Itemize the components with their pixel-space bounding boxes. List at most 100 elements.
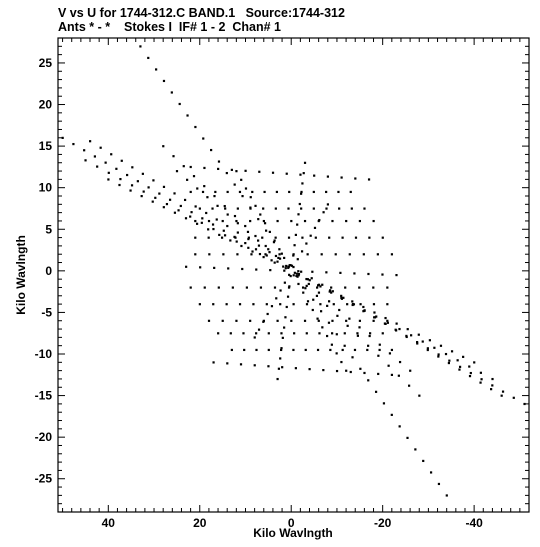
uv-point	[340, 360, 343, 364]
uv-point	[233, 214, 237, 218]
uv-point	[345, 319, 348, 322]
uv-point	[334, 253, 337, 256]
uv-point	[280, 347, 283, 350]
uv-point	[479, 371, 482, 374]
uv-point	[319, 285, 322, 288]
uv-point	[265, 254, 268, 257]
uv-point	[286, 295, 290, 298]
uv-point	[306, 300, 310, 303]
uv-point	[301, 286, 305, 289]
uv-point	[258, 170, 261, 173]
uv-point	[318, 218, 321, 222]
uv-point	[331, 332, 334, 335]
uv-point	[236, 253, 239, 256]
uv-point	[300, 270, 303, 273]
uv-point	[354, 177, 357, 180]
uv-point	[468, 375, 472, 378]
uv-point	[207, 228, 210, 231]
uv-point	[165, 202, 169, 206]
uv-point	[289, 264, 292, 267]
uv-point	[311, 308, 314, 312]
uv-point	[107, 178, 110, 181]
uv-point	[312, 298, 315, 301]
uv-point	[349, 190, 352, 194]
x-tick-label: 40	[102, 516, 116, 530]
uv-point	[221, 219, 224, 223]
uv-point	[398, 425, 401, 428]
uv-point	[302, 172, 305, 175]
uv-point	[223, 204, 226, 208]
uv-point	[295, 272, 298, 275]
uv-point	[220, 236, 224, 239]
uv-point	[201, 217, 204, 220]
uv-point	[274, 207, 277, 210]
uv-point	[366, 348, 369, 352]
uv-point	[280, 348, 283, 352]
uv-point	[327, 300, 331, 303]
uv-point	[267, 332, 270, 335]
uv-point	[107, 171, 110, 174]
uv-point	[261, 236, 264, 239]
uv-point	[374, 390, 378, 393]
uv-point	[207, 236, 210, 239]
uv-point	[293, 244, 296, 247]
uv-point	[276, 377, 279, 381]
uv-point	[270, 259, 273, 262]
uv-point	[351, 356, 354, 359]
uv-point	[249, 207, 252, 210]
uv-point	[238, 190, 242, 194]
uv-point	[280, 252, 283, 255]
uv-point	[297, 272, 301, 276]
uv-point	[287, 286, 291, 289]
uv-point	[341, 348, 344, 352]
uv-point	[130, 184, 134, 187]
uv-point	[244, 241, 247, 245]
uv-point	[450, 350, 454, 353]
uv-point	[152, 179, 155, 182]
uv-point	[362, 305, 365, 309]
uv-point	[339, 271, 342, 274]
uv-point	[236, 207, 239, 210]
uv-point	[142, 190, 145, 193]
uv-point	[202, 137, 205, 140]
uv-point	[200, 221, 203, 224]
uv-point	[417, 333, 420, 336]
uv-point	[346, 303, 349, 306]
uv-point	[386, 321, 389, 324]
uv-point	[308, 368, 311, 371]
uv-point	[189, 215, 192, 218]
uv-point	[395, 274, 398, 277]
uv-point	[376, 253, 379, 256]
uv-point	[272, 241, 276, 244]
uv-point	[251, 190, 254, 194]
uv-point	[381, 332, 384, 335]
uv-point	[353, 348, 357, 352]
uv-point	[162, 206, 165, 209]
uv-point	[194, 219, 197, 223]
uv-point	[214, 190, 217, 194]
uv-point	[278, 248, 281, 251]
uv-point	[491, 384, 494, 387]
uv-point	[297, 270, 300, 273]
uv-point	[490, 388, 493, 391]
uv-point	[305, 277, 308, 281]
uv-point	[287, 207, 290, 210]
uv-point	[110, 153, 113, 156]
uv-point	[162, 145, 165, 148]
uv-point	[262, 255, 265, 259]
uv-point	[259, 213, 262, 216]
uv-point	[479, 381, 482, 384]
uv-point	[276, 319, 279, 322]
uv-point	[331, 290, 334, 293]
uv-point	[294, 233, 297, 237]
uv-point	[268, 251, 271, 254]
uv-point	[309, 234, 312, 237]
uv-point	[207, 219, 211, 223]
uv-point	[277, 256, 280, 260]
uv-point	[287, 265, 291, 268]
uv-point	[61, 136, 64, 139]
uv-point	[224, 207, 227, 210]
uv-point	[254, 204, 257, 207]
y-axis-title: Kilo Wavlngth	[14, 235, 28, 315]
uv-point	[262, 320, 265, 323]
